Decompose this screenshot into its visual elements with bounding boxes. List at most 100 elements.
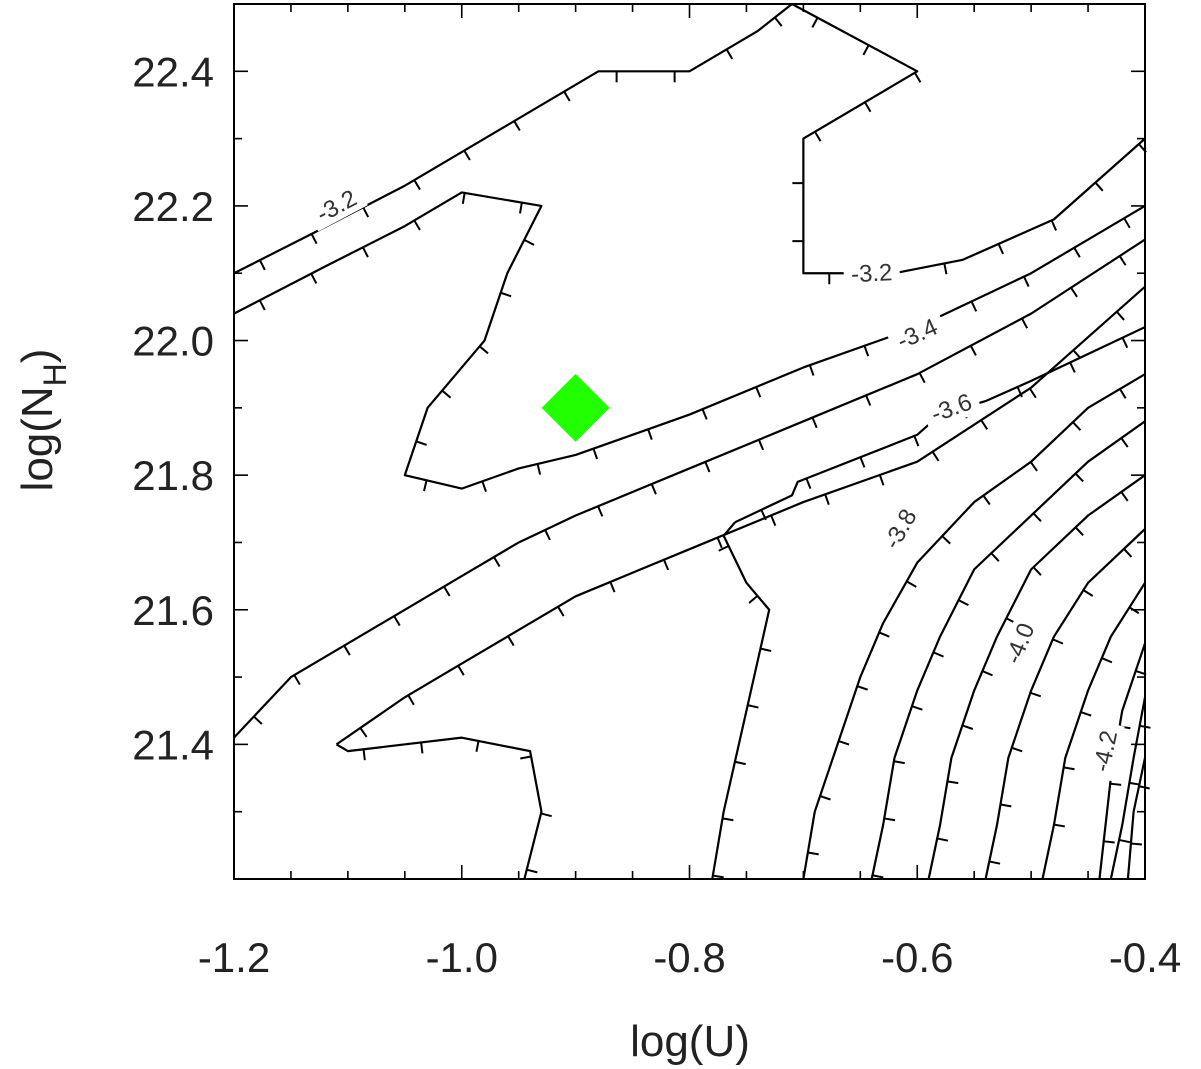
contour-hatch bbox=[1074, 526, 1084, 537]
contour-label: -3.6 bbox=[928, 389, 976, 429]
contour-hatch bbox=[544, 529, 551, 541]
contour-hatch bbox=[997, 243, 1004, 255]
contour-hatch bbox=[359, 727, 368, 738]
contour-hatch bbox=[865, 394, 872, 406]
contour-hatch bbox=[520, 755, 532, 760]
contour-hatch bbox=[811, 17, 819, 28]
contour-hatch bbox=[1080, 711, 1092, 717]
contour-hatch bbox=[253, 715, 263, 725]
contour-line bbox=[870, 420, 1146, 880]
contour-hatch bbox=[592, 448, 599, 460]
contour-line bbox=[233, 238, 1146, 739]
contour-hatch bbox=[1053, 823, 1066, 828]
contour-hatch bbox=[523, 239, 535, 246]
contour-label-background bbox=[305, 180, 368, 232]
contour-hatch bbox=[911, 705, 923, 711]
contour-hatch bbox=[947, 780, 959, 785]
contour-hatch bbox=[1023, 276, 1030, 287]
contour-hatch bbox=[443, 586, 451, 597]
svg-text:log(NH): log(NH) bbox=[13, 349, 73, 492]
contour-hatch bbox=[884, 817, 896, 822]
contour-hatch bbox=[760, 509, 767, 521]
contour-hatch bbox=[760, 647, 772, 652]
contour-hatch bbox=[413, 179, 421, 191]
contour-hatch bbox=[293, 674, 301, 686]
contour-label-background bbox=[843, 257, 901, 289]
contour-line bbox=[335, 736, 543, 880]
contour-hatch bbox=[941, 535, 951, 545]
x-tick-label: -0.4 bbox=[1109, 934, 1181, 981]
contour-hatch bbox=[310, 273, 318, 284]
contour-hatch bbox=[814, 131, 822, 142]
contour-hatch bbox=[958, 599, 969, 606]
contour-hatch bbox=[1082, 589, 1094, 597]
contour-hatch bbox=[663, 559, 670, 571]
contour-hatch bbox=[362, 206, 370, 218]
contour-hatch bbox=[1120, 437, 1129, 448]
contour-hatch bbox=[1110, 782, 1122, 786]
contour-line bbox=[984, 528, 1146, 880]
contour-hatch bbox=[989, 860, 1001, 865]
contour-line bbox=[1041, 582, 1146, 880]
contour-line bbox=[711, 521, 771, 880]
contour-hatch bbox=[859, 456, 866, 468]
contour-hatch bbox=[481, 480, 487, 493]
contour-hatch bbox=[747, 704, 759, 709]
contour-label-background bbox=[885, 309, 949, 358]
contour-hatch bbox=[597, 505, 604, 517]
y-tick-labels: 21.4 21.6 21.8 22.0 22.2 22.4 bbox=[132, 48, 214, 768]
contour-hatch bbox=[1103, 840, 1115, 844]
contour-hatch bbox=[1119, 388, 1127, 399]
contour-hatch bbox=[1050, 219, 1058, 231]
contour-hatch bbox=[918, 372, 926, 384]
contour-hatch bbox=[1116, 311, 1125, 321]
contour-line bbox=[233, 3, 793, 275]
contour-hatch bbox=[500, 291, 512, 298]
contour-hatch bbox=[1011, 746, 1023, 753]
contour-hatch bbox=[475, 740, 480, 752]
contour-hatch bbox=[1123, 217, 1131, 229]
marker-layer bbox=[541, 373, 610, 442]
contour-hatch bbox=[863, 345, 870, 357]
contour-hatch bbox=[712, 874, 724, 879]
contour-hatch bbox=[811, 417, 818, 429]
contour-hatch bbox=[716, 537, 723, 549]
contour-hatch bbox=[441, 389, 452, 399]
x-axis-title: log(U) bbox=[630, 1017, 750, 1066]
y-axis-title-subscript: H bbox=[37, 363, 73, 386]
contour-hatch bbox=[362, 246, 369, 258]
contour-hatch bbox=[1120, 491, 1129, 502]
contour-hatch bbox=[1130, 842, 1142, 846]
contour-hatch bbox=[824, 494, 830, 506]
contour-line bbox=[927, 474, 1146, 880]
contour-hatch bbox=[650, 483, 657, 495]
contour-hatch bbox=[478, 345, 489, 355]
contour-hatch bbox=[937, 837, 949, 842]
plot-frame bbox=[233, 3, 1146, 880]
contour-hatch bbox=[982, 494, 991, 506]
contour-hatch bbox=[1094, 181, 1104, 192]
contour-line bbox=[802, 373, 1146, 880]
contour-hatch bbox=[1118, 838, 1131, 844]
contour-hatch bbox=[507, 635, 515, 647]
contour-label-background bbox=[874, 497, 927, 561]
contour-hatch bbox=[722, 817, 734, 822]
contour-hatch bbox=[931, 451, 940, 462]
x-tick-labels: -1.2 -1.0 -0.8 -0.6 -0.4 bbox=[198, 934, 1181, 981]
contour-hatch bbox=[718, 545, 730, 552]
contour-hatch bbox=[807, 851, 819, 856]
contour-hatch bbox=[258, 299, 266, 311]
contour-hatch bbox=[563, 91, 571, 102]
contour-hatch bbox=[1063, 766, 1075, 771]
contour-hatch bbox=[774, 16, 783, 27]
contour-label-background bbox=[1085, 720, 1125, 782]
contour-hatch bbox=[519, 202, 523, 214]
contour-hatch bbox=[461, 192, 466, 204]
contour-hatch bbox=[878, 474, 885, 486]
contour-hatch bbox=[1074, 472, 1084, 483]
contour-label: -4.2 bbox=[1088, 728, 1123, 774]
contour-hatch bbox=[943, 263, 948, 275]
x-tick-label: -0.8 bbox=[653, 934, 725, 981]
x-tick-label: -1.0 bbox=[426, 934, 498, 981]
contour-hatch bbox=[1030, 691, 1042, 698]
